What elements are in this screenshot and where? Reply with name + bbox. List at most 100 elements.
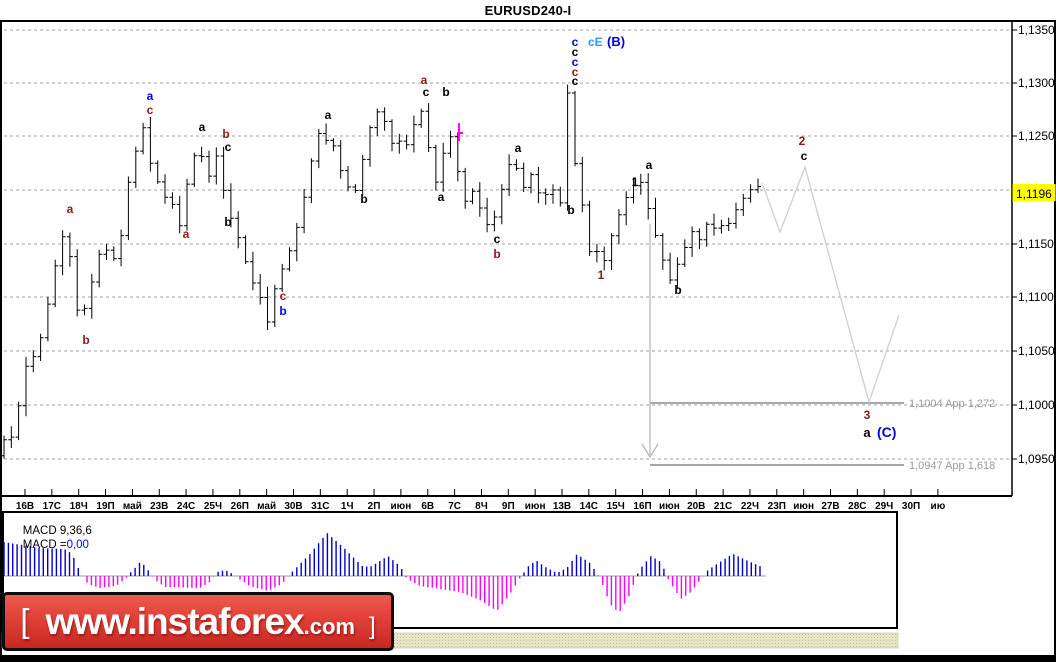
wave-label: a: [421, 73, 428, 87]
banner-bracket-open: [: [20, 602, 30, 639]
time-axis-label: 24С: [177, 501, 195, 512]
time-axis-label: 19П: [96, 501, 114, 512]
time-axis-label: июн: [659, 501, 680, 512]
price-axis-label: 1,1000: [1018, 398, 1055, 412]
wave-label: c: [572, 35, 579, 49]
wave-label: b: [360, 192, 367, 206]
wave-label: a: [183, 227, 190, 241]
wave-label: (C): [877, 424, 896, 440]
price-axis-label: 1,1100: [1018, 290, 1054, 304]
time-axis-label: 31С: [311, 501, 329, 512]
time-axis-label: 23П: [768, 501, 786, 512]
wave-projection-path: [761, 164, 900, 405]
time-axis-label: 30П: [902, 501, 920, 512]
time-axis-label: июн: [391, 501, 412, 512]
time-axis-label: 2П: [368, 501, 381, 512]
time-axis-label: 18Ч: [70, 501, 88, 512]
wave-label: b: [279, 304, 286, 318]
wave-label: cE: [588, 35, 603, 49]
macd-panel-border: [2, 511, 898, 629]
drop-arrow-head: [641, 443, 659, 459]
wave-label: a: [199, 120, 206, 134]
wave-label: b: [224, 215, 231, 229]
wave-label: 1: [598, 268, 605, 282]
wave-label: c: [147, 103, 154, 117]
time-axis-label: 15Ч: [607, 501, 625, 512]
wave-label: c: [801, 149, 808, 163]
time-axis-label: 29Ч: [875, 501, 893, 512]
macd-histogram-negative: [86, 576, 704, 611]
instaforex-banner[interactable]: [ www.instaforex .com ]: [2, 592, 394, 651]
time-axis-label: 1Ч: [341, 501, 354, 512]
time-axis-label: май: [257, 501, 276, 512]
time-axis-label: 23В: [150, 501, 168, 512]
wave-label: c: [572, 45, 579, 59]
wave-label: c: [225, 140, 232, 154]
time-axis-label: 13В: [553, 501, 571, 512]
wave-label: b: [674, 283, 681, 297]
chart-title: EURUSD240-I: [484, 2, 572, 18]
window-bottom-border: [0, 655, 1056, 662]
time-axis-label: 25Ч: [204, 501, 222, 512]
time-axis-label: 16В: [16, 501, 34, 512]
wave-label: c: [423, 85, 430, 99]
wave-label: a: [438, 190, 445, 204]
price-axis-label: 1,1250: [1018, 129, 1055, 143]
banner-url-tld: .com: [303, 614, 355, 639]
wave-label: b: [82, 333, 89, 347]
wave-label: b: [493, 247, 500, 261]
wave-label: a: [147, 89, 154, 103]
time-axis-label: 21С: [714, 501, 732, 512]
wave-label: 1: [632, 175, 639, 189]
time-axis-label: май: [123, 501, 142, 512]
price-axis-label: 1,1150: [1018, 237, 1054, 251]
time-axis-label: 17С: [43, 501, 61, 512]
wave-label: c: [280, 289, 287, 303]
wave-label: a: [515, 141, 522, 155]
price-axis-label: 1,0950: [1018, 452, 1055, 466]
time-axis-label: 16П: [633, 501, 651, 512]
current-price-badge: [1012, 184, 1056, 201]
time-axis-label: 14С: [580, 501, 598, 512]
time-axis-label: 8Ч: [475, 501, 488, 512]
banner-url: www.instaforex: [45, 601, 305, 642]
macd-indicator-label: MACD 9,36,6: [22, 525, 92, 537]
wave-label: 2: [799, 134, 806, 148]
time-axis-label: 7С: [448, 501, 461, 512]
wave-label: a: [646, 158, 653, 172]
time-axis-label: 9П: [502, 501, 515, 512]
time-axis-label: июн: [793, 501, 814, 512]
banner-bracket-close: ]: [368, 613, 376, 640]
wave-label: c: [572, 55, 579, 69]
wave-label: a: [325, 108, 332, 122]
wave-label: b: [442, 85, 449, 99]
wave-label: c: [572, 74, 579, 88]
time-axis-label: 20В: [687, 501, 705, 512]
macd-histogram-positive: [3, 533, 761, 576]
current-price-value: 1,1196: [1016, 187, 1052, 201]
price-axis-label: 1,1300: [1018, 76, 1055, 90]
time-axis-label: 27В: [821, 501, 839, 512]
price-axis-label: 1,1350: [1018, 23, 1055, 37]
wave-label: a: [863, 425, 871, 440]
time-axis-label: июн: [525, 501, 546, 512]
wave-label: 3: [864, 408, 871, 422]
wave-label: (B): [607, 34, 625, 49]
wave-label: c: [494, 232, 501, 246]
fib-target-label: 1,1004 App 1,272: [909, 398, 995, 410]
time-axis-label: 30В: [284, 501, 302, 512]
wave-label: a: [67, 202, 74, 216]
wave-label: b: [222, 127, 229, 141]
chart-title-bar: EURUSD240-I: [0, 0, 1056, 22]
fib-target-label: 1,0947 App 1,618: [909, 460, 995, 472]
macd-current-value: 0,00: [66, 539, 89, 551]
highlighted-bar: [458, 123, 463, 141]
time-axis-label: 6В: [421, 501, 434, 512]
macd-value-label: MACD =0,00: [22, 539, 89, 551]
time-axis-label: 26П: [231, 501, 249, 512]
time-axis-label: 28С: [848, 501, 866, 512]
wave-label: b: [567, 203, 574, 217]
time-axis-label: 22Ч: [741, 501, 759, 512]
